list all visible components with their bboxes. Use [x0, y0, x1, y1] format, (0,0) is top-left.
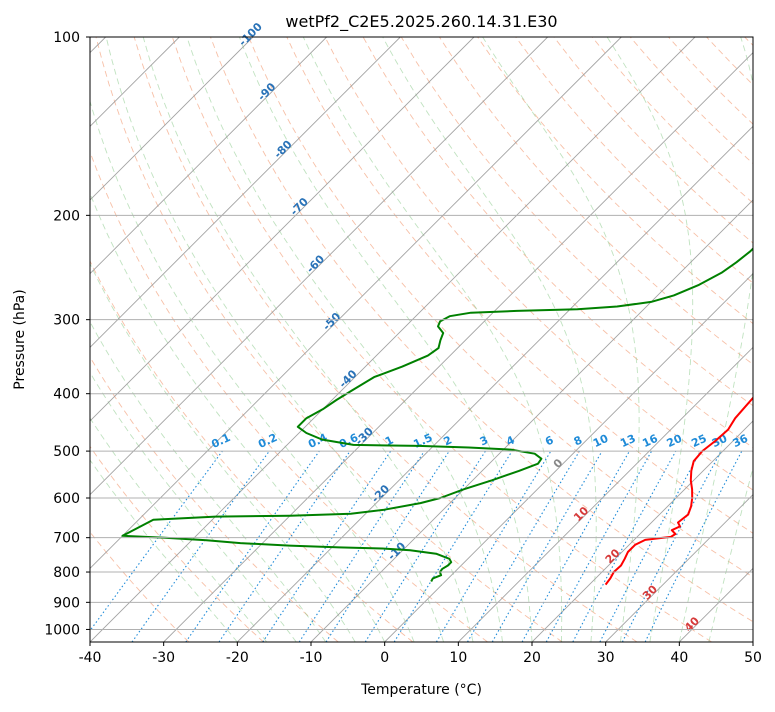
chart-title: wetPf2_C2E5.2025.260.14.31.E30 — [285, 12, 557, 32]
x-tick-label: 10 — [449, 650, 467, 666]
y-tick-label: 500 — [53, 444, 80, 460]
x-tick-label: 0 — [380, 650, 389, 666]
x-tick-label: 20 — [523, 650, 541, 666]
x-axis-label: Temperature (°C) — [360, 682, 482, 698]
x-axis-ticks: -40 -30 -20 -10 0 10 20 30 40 50 — [79, 642, 762, 666]
x-tick-label: 40 — [670, 650, 688, 666]
x-tick-label: -30 — [152, 650, 175, 666]
y-tick-label: 400 — [53, 387, 80, 403]
y-axis-ticks: 100 200 300 400 500 600 700 800 900 1000 — [44, 30, 90, 638]
y-tick-label: 200 — [53, 208, 80, 224]
y-tick-label: 1000 — [44, 622, 80, 638]
x-tick-label: -40 — [79, 650, 102, 666]
y-tick-label: 100 — [53, 30, 80, 46]
y-tick-label: 900 — [53, 595, 80, 611]
x-tick-label: -20 — [226, 650, 249, 666]
y-tick-label: 300 — [53, 313, 80, 329]
y-tick-label: 800 — [53, 565, 80, 581]
y-tick-label: 700 — [53, 531, 80, 547]
x-tick-label: 50 — [744, 650, 762, 666]
y-axis-label: Pressure (hPa) — [12, 289, 28, 389]
x-tick-label: 30 — [597, 650, 615, 666]
x-tick-label: -10 — [300, 650, 323, 666]
isotherm-line — [753, 37, 775, 642]
y-tick-label: 600 — [53, 491, 80, 507]
